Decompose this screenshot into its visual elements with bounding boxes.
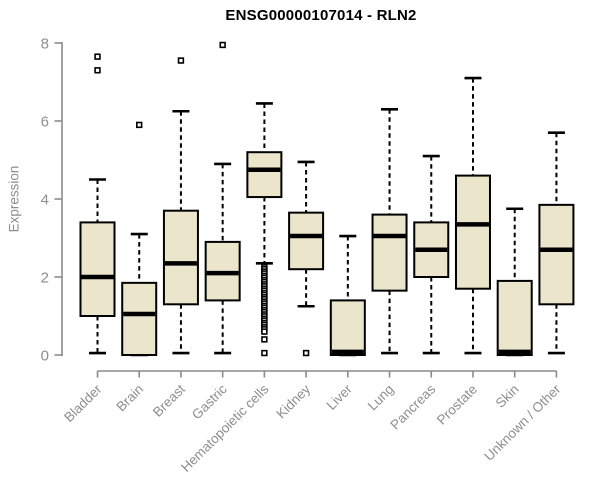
outlier-point bbox=[219, 41, 226, 49]
x-tick-label: Prostate bbox=[434, 382, 480, 428]
x-tick-label: Breast bbox=[150, 381, 188, 419]
box-iqr bbox=[371, 213, 408, 292]
y-tick-label: 0 bbox=[41, 348, 49, 365]
y-tick-label: 6 bbox=[41, 114, 49, 131]
box-iqr bbox=[246, 151, 283, 199]
box-iqr bbox=[121, 281, 158, 357]
box-iqr bbox=[329, 299, 366, 356]
box-iqr bbox=[538, 203, 575, 306]
outlier-point bbox=[261, 336, 268, 343]
x-tick-label: Lung bbox=[365, 382, 397, 414]
x-tick-label: Kidney bbox=[273, 381, 313, 421]
y-tick-label: 8 bbox=[41, 36, 49, 53]
chart-title: ENSG00000107014 - RLN2 bbox=[225, 7, 417, 24]
x-tick-label: Pancreas bbox=[387, 381, 438, 432]
outlier-point bbox=[261, 328, 268, 335]
x-tick-label: Liver bbox=[324, 381, 356, 413]
x-tick-label: Skin bbox=[493, 382, 522, 411]
outlier-point bbox=[302, 349, 310, 357]
y-tick-label: 4 bbox=[41, 192, 49, 209]
box-iqr bbox=[496, 279, 533, 356]
box-iqr bbox=[454, 174, 491, 290]
x-tick-label: Unknown / Other bbox=[481, 381, 564, 464]
y-tick-label: 2 bbox=[41, 270, 49, 287]
outlier-point bbox=[261, 349, 268, 357]
outlier-point bbox=[94, 67, 101, 74]
box-iqr bbox=[79, 221, 116, 317]
outlier-point bbox=[136, 121, 143, 129]
box-iqr bbox=[162, 209, 199, 306]
x-tick-label: Bladder bbox=[61, 381, 105, 425]
box-iqr bbox=[288, 211, 325, 271]
x-tick-label: Gastric bbox=[189, 381, 230, 422]
x-tick-label: Brain bbox=[113, 382, 146, 415]
outlier-point bbox=[94, 53, 101, 60]
outlier-point bbox=[177, 57, 185, 64]
